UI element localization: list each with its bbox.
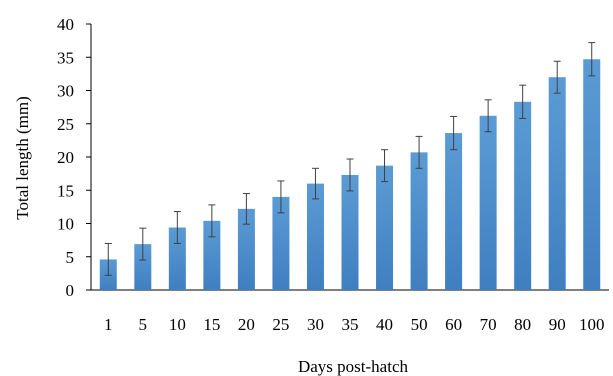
bar bbox=[410, 152, 428, 290]
x-tick-label: 50 bbox=[411, 315, 428, 334]
x-tick-label: 30 bbox=[307, 315, 324, 334]
y-tick-label: 0 bbox=[66, 281, 75, 300]
bar bbox=[134, 244, 152, 290]
bar bbox=[237, 208, 255, 290]
y-axis-title: Total length (mm) bbox=[13, 96, 32, 219]
y-tick-label: 5 bbox=[66, 248, 75, 267]
bar bbox=[306, 183, 324, 290]
x-tick-label: 90 bbox=[549, 315, 566, 334]
y-tick-label: 25 bbox=[57, 115, 74, 134]
bar bbox=[514, 101, 532, 291]
x-tick-label: 35 bbox=[342, 315, 359, 334]
x-tick-label: 80 bbox=[514, 315, 531, 334]
y-axis: 0 5 10 15 20 25 30 35 40 bbox=[57, 15, 92, 300]
y-tick-label: 10 bbox=[57, 215, 74, 234]
x-tick-label: 10 bbox=[169, 315, 186, 334]
bar bbox=[445, 133, 463, 290]
x-axis-title: Days post-hatch bbox=[298, 357, 409, 376]
x-tick-label: 100 bbox=[579, 315, 605, 334]
x-tick-label: 5 bbox=[139, 315, 148, 334]
y-tick-label: 20 bbox=[57, 148, 74, 167]
x-tick-label: 70 bbox=[480, 315, 497, 334]
bar bbox=[376, 165, 394, 290]
x-tick-label: 40 bbox=[376, 315, 393, 334]
bar bbox=[548, 77, 566, 290]
x-tick-label: 25 bbox=[272, 315, 289, 334]
bar bbox=[272, 196, 290, 290]
x-tick-label: 15 bbox=[203, 315, 220, 334]
bar bbox=[203, 220, 221, 290]
y-tick-label: 15 bbox=[57, 181, 74, 200]
bar bbox=[341, 174, 359, 290]
x-axis: 1 5 10 15 20 25 30 35 40 50 60 70 80 90 100 bbox=[91, 289, 609, 334]
x-tick-label: 1 bbox=[104, 315, 113, 334]
y-tick-label: 40 bbox=[57, 15, 74, 34]
bar bbox=[168, 227, 186, 290]
y-tick-label: 35 bbox=[57, 48, 74, 67]
bar bbox=[583, 59, 601, 291]
x-tick-label: 60 bbox=[445, 315, 462, 334]
y-tick-label: 30 bbox=[57, 82, 74, 101]
bar bbox=[479, 115, 497, 291]
bars bbox=[99, 42, 601, 291]
x-tick-label: 20 bbox=[238, 315, 255, 334]
